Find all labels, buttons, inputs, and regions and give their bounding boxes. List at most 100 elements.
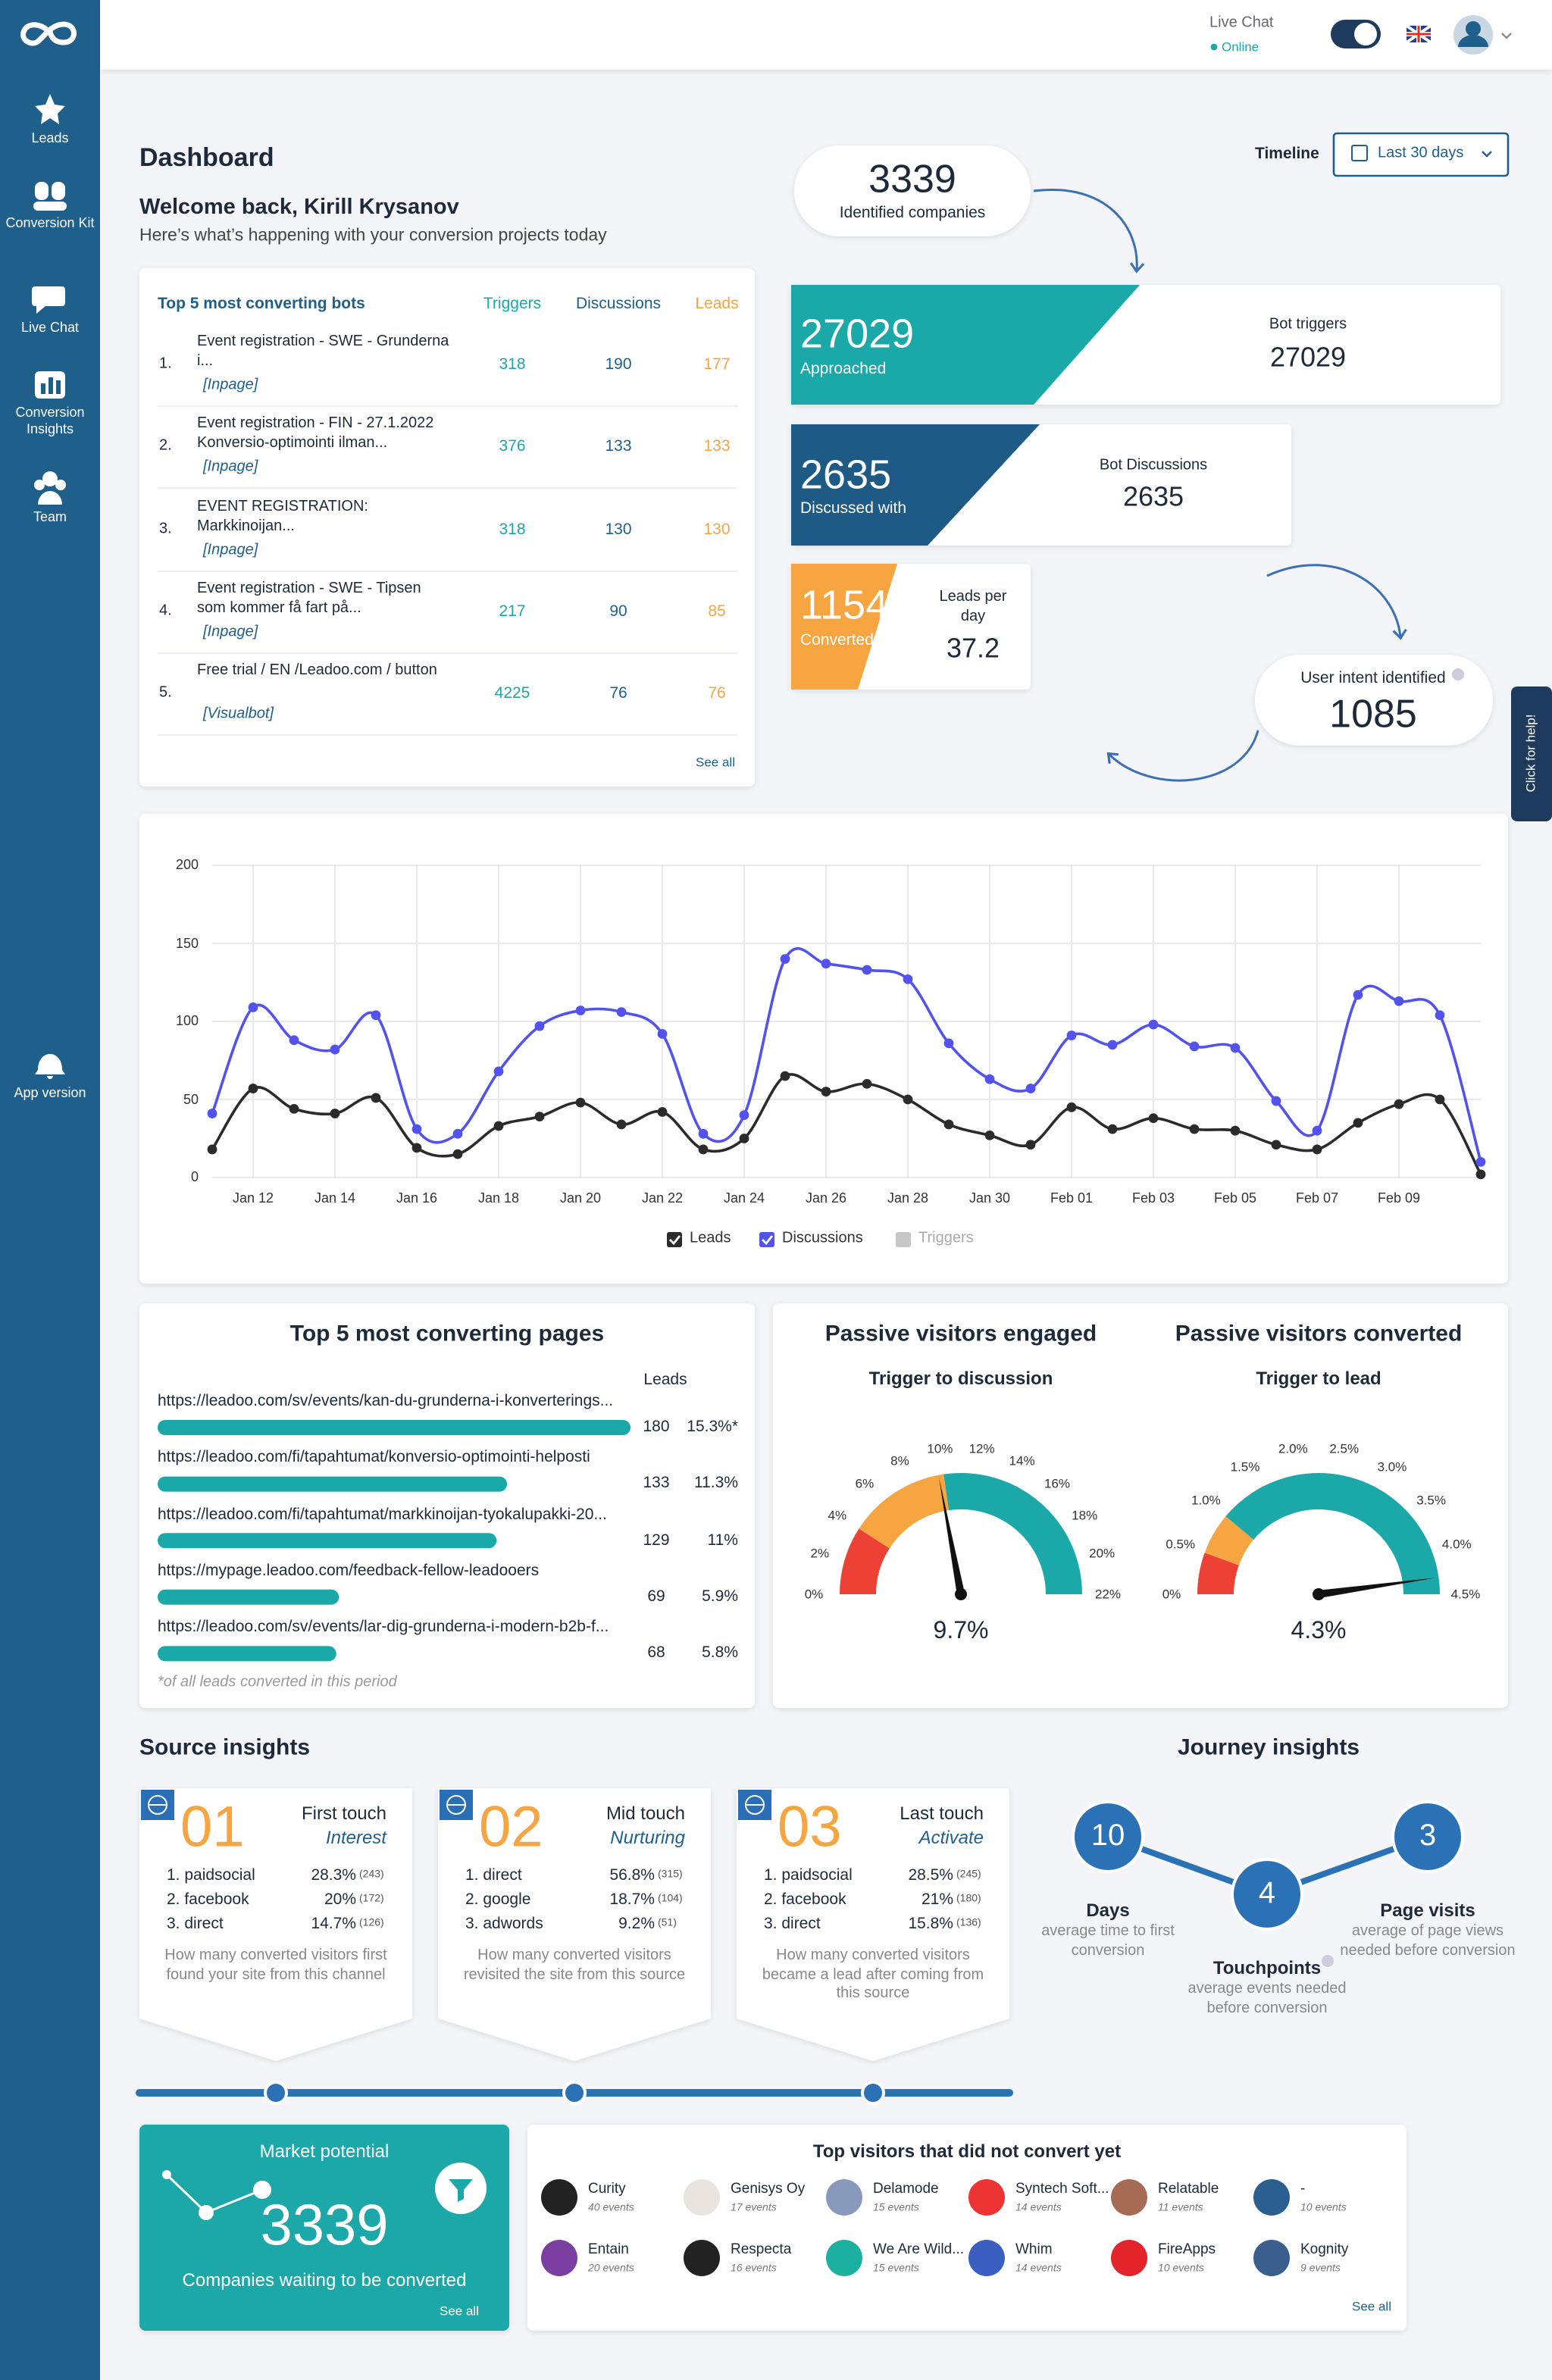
company-name[interactable]: Respecta	[731, 2241, 792, 2259]
timeline-select[interactable]	[1332, 132, 1510, 177]
journey-description: average events needed before conversion	[1187, 1981, 1347, 2016]
data-point	[207, 1144, 217, 1155]
metric: 2635	[800, 452, 892, 498]
company-name[interactable]: FireApps	[1158, 2241, 1216, 2259]
company-events: 17 events	[731, 2203, 777, 2214]
data-point	[1066, 1102, 1077, 1112]
card-subtitle: Companies waiting to be converted	[182, 2269, 467, 2291]
data-point	[903, 1094, 913, 1105]
nav-label[interactable]: App version	[14, 1085, 86, 1100]
help-tab[interactable]	[1511, 686, 1552, 821]
source-name: 2. facebook	[167, 1890, 249, 1909]
data-point	[1025, 1140, 1036, 1150]
gauge-tick-label: 10%	[927, 1440, 953, 1456]
flow-arrows	[1033, 189, 1407, 782]
data-point	[616, 1119, 627, 1130]
metric: 37.2	[946, 633, 1000, 664]
company-logo	[1253, 2240, 1290, 2276]
column-header: Leads	[643, 1370, 687, 1389]
legend-label[interactable]: Leads	[690, 1230, 731, 1247]
company-name[interactable]: Genisys Oy	[731, 2181, 806, 2198]
source-share: 18.7%	[609, 1890, 655, 1909]
see-all[interactable]: See all	[440, 2303, 479, 2319]
source-share: 56.8%	[609, 1866, 655, 1884]
card-description: How many converted visitors first found …	[164, 1947, 387, 1983]
company-name[interactable]: Entain	[588, 2241, 629, 2259]
gauge-tick-label: 12%	[968, 1440, 995, 1456]
gauge-tick-label: 18%	[1072, 1506, 1098, 1522]
nav-label[interactable]: Conversion Insights	[15, 405, 85, 437]
converted-band	[791, 564, 897, 690]
company-name[interactable]: We Are Wild...	[873, 2241, 965, 2259]
leads-icon[interactable]	[35, 94, 65, 124]
panel-title: Top 5 most converting pages	[289, 1321, 605, 1347]
journey-graph	[1072, 1800, 1464, 1967]
company-name[interactable]: Kognity	[1300, 2241, 1349, 2259]
data-point	[493, 1121, 504, 1131]
see-all[interactable]: See all	[1352, 2298, 1391, 2314]
conversion-kit-icon[interactable]	[33, 182, 67, 211]
cell: 177	[703, 355, 731, 374]
help-label[interactable]: Click for help!	[1522, 714, 1538, 793]
column-header: Discussions	[575, 294, 662, 313]
card-description: How many converted visitors became a lea…	[762, 1947, 984, 2002]
team-icon[interactable]	[34, 471, 66, 505]
avatar[interactable]	[1453, 15, 1512, 55]
company-logo	[1253, 2179, 1290, 2216]
data-point	[411, 1143, 422, 1153]
legend-label[interactable]: Triggers	[918, 1230, 974, 1247]
approached-band	[791, 285, 1140, 405]
company-name[interactable]: -	[1300, 2181, 1306, 2198]
journey-description: average of page views needed before conv…	[1340, 1923, 1516, 1959]
data-point	[698, 1144, 709, 1155]
x-tick-label: Jan 14	[314, 1190, 356, 1206]
nav-label[interactable]: Conversion Kit	[5, 215, 95, 230]
language-flag[interactable]	[1405, 24, 1432, 44]
gauge-tick-label: 1.0%	[1191, 1491, 1221, 1507]
company-name[interactable]: Relatable	[1158, 2181, 1219, 2198]
x-tick-label: Feb 01	[1050, 1190, 1094, 1206]
data-point	[821, 1087, 831, 1097]
cell: 76	[708, 683, 726, 702]
data-point	[289, 1103, 299, 1114]
card-description: How many converted visitors revisited th…	[463, 1947, 686, 1983]
company-logo	[826, 2240, 862, 2276]
data-point	[207, 1109, 217, 1118]
page-share: 15.3%*	[687, 1417, 738, 1436]
legend-label[interactable]: Discussions	[782, 1230, 863, 1247]
insights-icon[interactable]	[35, 371, 65, 399]
source-count: (126)	[359, 1918, 384, 1929]
page-url: https://leadoo.com/fi/tapahtumat/markkin…	[158, 1505, 607, 1524]
timeline-value[interactable]: Last 30 days	[1378, 145, 1464, 162]
see-all[interactable]: See all	[696, 754, 735, 770]
app-version-icon[interactable]	[35, 1054, 65, 1079]
journey-label: Page visits	[1380, 1900, 1475, 1921]
gauge-tick-label: 0%	[804, 1586, 824, 1602]
info-icon[interactable]	[1452, 668, 1464, 680]
nav-label[interactable]: Leads	[31, 130, 69, 145]
globe-icons	[141, 1790, 771, 1820]
data-point	[1107, 1124, 1118, 1134]
bot-name: Event registration - SWE - Grunderna i..…	[197, 333, 449, 369]
journey-label: Touchpoints	[1212, 1957, 1322, 1978]
page-leads: 133	[643, 1474, 670, 1493]
company-name[interactable]: Curity	[588, 2181, 626, 2198]
gauge-tick-label: 6%	[855, 1475, 875, 1490]
nav-label[interactable]: Live Chat	[20, 320, 80, 335]
metric-label: Bot triggers	[1269, 316, 1347, 333]
nav-label[interactable]: Team	[33, 509, 67, 524]
subtitle: Here’s what’s happening with your conver…	[139, 227, 607, 246]
gauge-value: 9.7%	[933, 1618, 989, 1644]
company-name[interactable]: Whim	[1015, 2241, 1053, 2259]
card-stage: Mid touch	[605, 1803, 685, 1824]
live-chat-icon[interactable]	[32, 286, 65, 314]
company-name[interactable]: Delamode	[873, 2181, 939, 2198]
calendar-icon	[1351, 145, 1368, 161]
page-url: https://leadoo.com/fi/tapahtumat/konvers…	[158, 1448, 590, 1467]
source-count: (243)	[359, 1869, 384, 1881]
metric: 1085	[1329, 690, 1417, 737]
company-name[interactable]: Syntech Soft...	[1015, 2181, 1109, 2198]
data-point	[330, 1044, 340, 1055]
data-point	[616, 1007, 627, 1018]
data-point	[1271, 1140, 1281, 1150]
